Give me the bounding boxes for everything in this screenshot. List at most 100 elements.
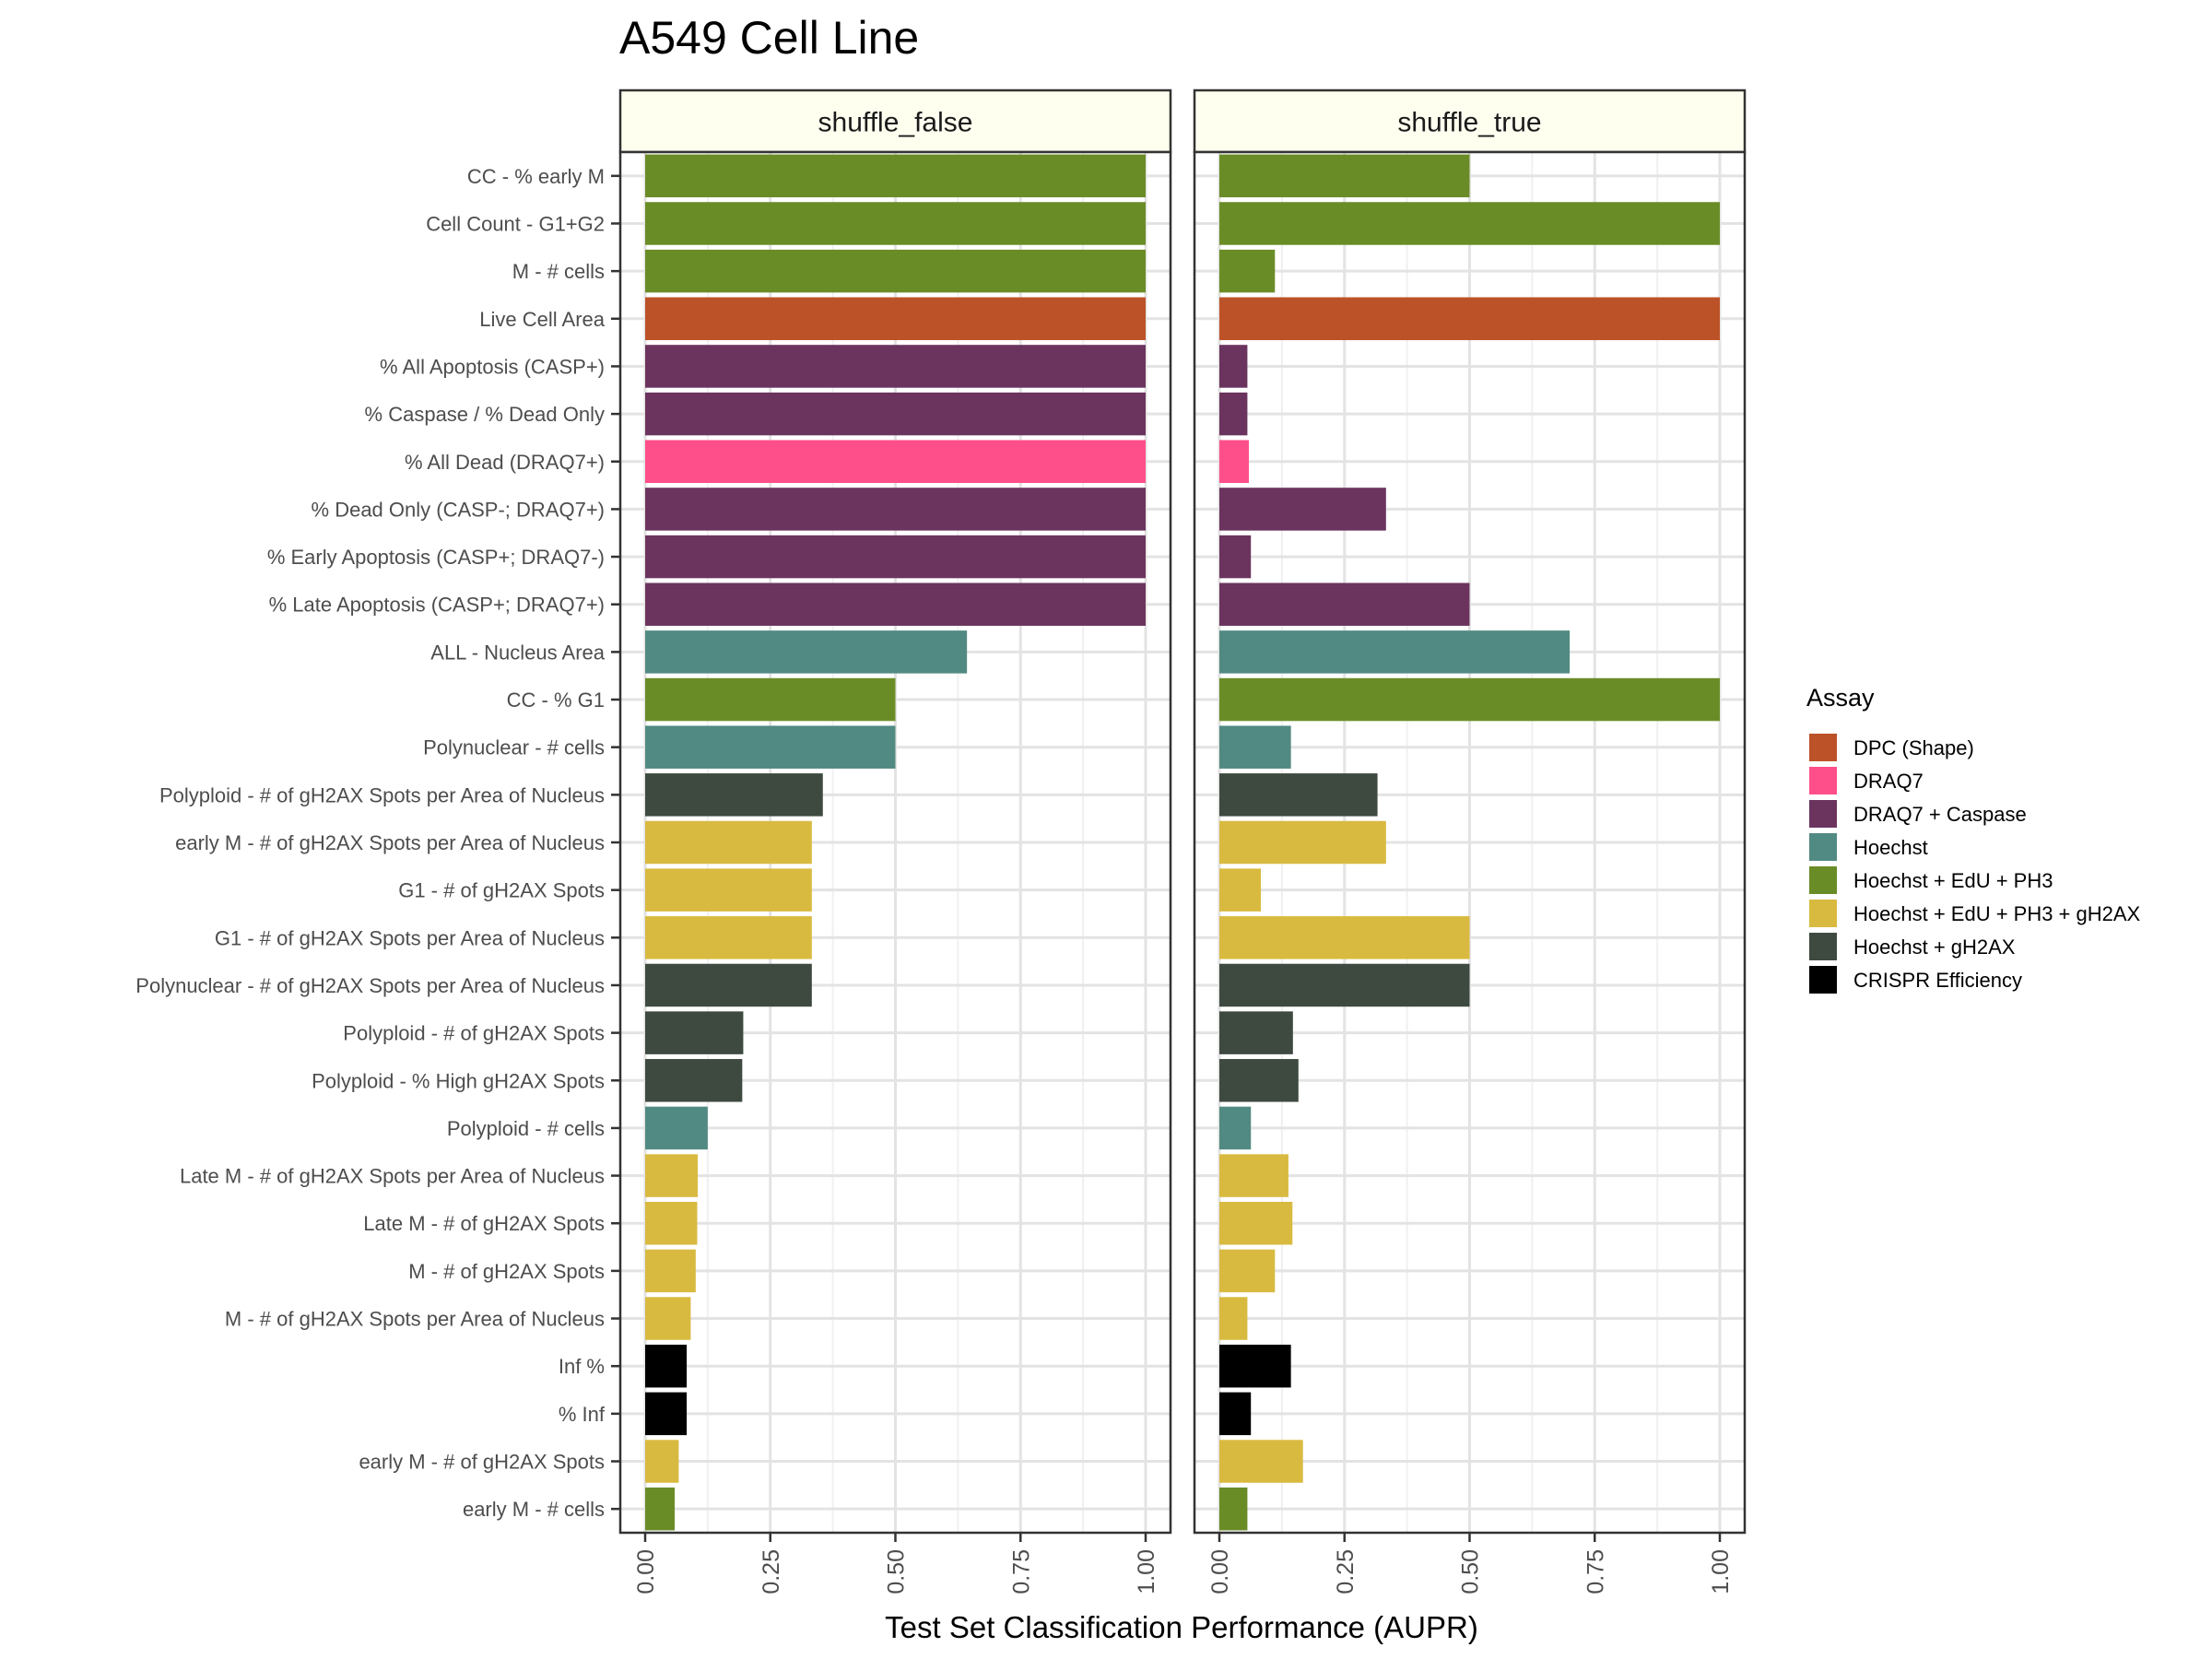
facet-strip — [1193, 88, 1747, 154]
facet-strip-label: shuffle_true — [1397, 108, 1541, 138]
y-tick-label: % Late Apoptosis (CASP+; DRAQ7+) — [269, 594, 605, 617]
legend-label: DRAQ7 + Caspase — [1853, 803, 2027, 826]
bar — [645, 1392, 688, 1436]
y-tick-label: CC - % G1 — [507, 688, 605, 712]
bar — [645, 392, 1146, 436]
x-axis-label: Test Set Classification Performance (AUP… — [885, 1610, 1478, 1644]
bar — [645, 535, 1146, 579]
legend-label: Hoechst — [1853, 836, 1928, 859]
legend-label: Hoechst + EdU + PH3 — [1853, 869, 2053, 892]
bar — [1219, 868, 1262, 912]
y-tick-label: % Caspase / % Dead Only — [365, 403, 605, 426]
bar — [1219, 154, 1470, 198]
bar — [645, 773, 823, 817]
legend-item: Hoechst — [1809, 833, 1928, 861]
y-tick-label: Polynuclear - # of gH2AX Spots per Area … — [135, 974, 605, 997]
bar — [645, 1297, 691, 1340]
bar — [1219, 1440, 1303, 1483]
bar — [645, 202, 1146, 245]
legend-title: Assay — [1806, 684, 1875, 712]
legend-label: Hoechst + gH2AX — [1853, 935, 2016, 959]
y-tick-label: CC - % early M — [467, 165, 605, 188]
y-tick-label: Cell Count - G1+G2 — [426, 212, 605, 235]
bar — [1219, 630, 1571, 674]
bar — [645, 488, 1146, 531]
bar — [1219, 820, 1386, 865]
x-tick-label: 0.75 — [1008, 1549, 1034, 1594]
panel-shuffle_false: shuffle_false 0.00 0.25 0.50 0.75 1.00 — [618, 88, 1172, 1594]
bar — [1219, 916, 1470, 959]
bar — [645, 1487, 676, 1531]
bar — [645, 249, 1146, 293]
x-tick-label: 1.00 — [1708, 1549, 1734, 1594]
bar — [645, 1059, 743, 1102]
bar — [1219, 202, 1720, 245]
bar — [645, 582, 1146, 626]
bar — [1219, 1154, 1288, 1197]
bar — [645, 1201, 698, 1245]
y-tick-label: Polyploid - % High gH2AX Spots — [312, 1069, 605, 1092]
legend-swatch — [1809, 767, 1837, 794]
bar — [1219, 582, 1470, 626]
x-tick-label: 0.25 — [1333, 1549, 1359, 1594]
legend-swatch — [1809, 800, 1837, 828]
bar — [645, 916, 812, 959]
x-tick-label: 0.50 — [1458, 1549, 1484, 1594]
x-tick-label: 0.00 — [633, 1549, 659, 1594]
legend-swatch — [1809, 966, 1837, 994]
bar — [645, 963, 812, 1007]
x-tick-label: 0.25 — [759, 1549, 784, 1594]
legend-item: Hoechst + EdU + PH3 — [1809, 866, 2053, 894]
bar — [1219, 677, 1720, 722]
bar — [1219, 535, 1252, 579]
y-tick-label: early M - # cells — [463, 1498, 605, 1521]
x-tick-label: 0.00 — [1207, 1549, 1233, 1594]
legend-swatch — [1809, 833, 1837, 861]
bar — [645, 868, 812, 912]
bar — [1219, 1249, 1276, 1293]
legend-swatch — [1809, 900, 1837, 927]
bar — [645, 630, 968, 674]
bar — [645, 297, 1146, 341]
y-tick-label: Polyploid - # of gH2AX Spots per Area of… — [159, 783, 605, 806]
y-tick-label: M - # of gH2AX Spots — [408, 1260, 605, 1283]
legend-label: Hoechst + EdU + PH3 + gH2AX — [1853, 902, 2141, 925]
y-tick-label: Polynuclear - # cells — [423, 736, 605, 759]
panel-shuffle_true: shuffle_true 0.00 0.25 0.50 0.75 1.00 — [1193, 88, 1747, 1594]
bar — [1219, 440, 1250, 484]
y-tick-label: M - # cells — [512, 260, 605, 283]
bar — [1219, 1344, 1291, 1388]
bar — [645, 820, 812, 865]
legend-label: DRAQ7 — [1853, 770, 1924, 793]
bar — [645, 1154, 699, 1197]
bar — [1219, 345, 1248, 388]
facet-panels: shuffle_false 0.00 0.25 0.50 0.75 1.00 shuffle… — [618, 88, 1747, 1594]
legend-item: Hoechst + EdU + PH3 + gH2AX — [1809, 900, 2141, 927]
x-tick-label: 0.50 — [884, 1549, 910, 1594]
legend-swatch — [1809, 866, 1837, 894]
bar — [1219, 1487, 1248, 1531]
legend-swatch — [1809, 734, 1837, 761]
facet-strip-label: shuffle_false — [818, 108, 973, 138]
bar — [645, 1249, 696, 1293]
y-tick-label: G1 - # of gH2AX Spots — [398, 879, 605, 902]
legend-swatch — [1809, 933, 1837, 960]
bar — [645, 725, 896, 769]
bar — [1219, 1201, 1293, 1245]
bar — [1219, 392, 1248, 436]
bar — [645, 1106, 708, 1150]
y-tick-label: Inf % — [559, 1355, 605, 1378]
bar — [645, 677, 896, 722]
facet-strip — [618, 88, 1172, 154]
legend-item: CRISPR Efficiency — [1809, 966, 2022, 994]
bar — [1219, 1059, 1299, 1102]
bar — [1219, 249, 1276, 293]
y-tick-label: Polyploid - # of gH2AX Spots — [343, 1022, 605, 1045]
y-tick-label: ALL - Nucleus Area — [430, 641, 605, 664]
bar — [1219, 488, 1386, 531]
y-tick-label: % Inf — [559, 1403, 606, 1426]
bar — [1219, 725, 1291, 769]
bar — [645, 345, 1146, 388]
legend-item: DPC (Shape) — [1809, 734, 1974, 761]
